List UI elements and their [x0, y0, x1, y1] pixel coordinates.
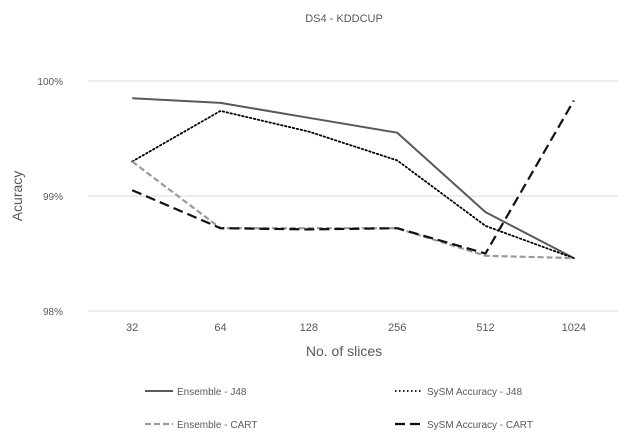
series-line — [132, 97, 575, 259]
x-tick-label: 64 — [214, 322, 226, 334]
legend-label: SySM Accuracy - J48 — [427, 387, 522, 398]
x-tick-labels: 32 64 128 256 512 1024 — [126, 322, 586, 334]
y-tick-labels: 98% 99% 100% — [37, 77, 63, 318]
x-tick-label: 128 — [300, 322, 318, 334]
chart-title: DS4 - KDDCUP — [305, 13, 383, 25]
x-axis-label: No. of slices — [306, 343, 382, 359]
y-tick-label: 98% — [43, 307, 63, 318]
series-line — [131, 110, 575, 260]
x-tick-label: 1024 — [562, 322, 586, 334]
series-line — [131, 100, 575, 255]
series-lines — [131, 97, 575, 260]
x-tick-label: 256 — [388, 322, 406, 334]
x-tick-label: 512 — [476, 322, 494, 334]
legend-label: SySM Accuracy - CART — [427, 420, 533, 431]
x-tick-label: 32 — [126, 322, 138, 334]
gridlines — [88, 80, 618, 312]
y-axis-label: Acuracy — [9, 171, 25, 222]
legend-label: Ensemble - CART — [177, 420, 257, 431]
y-tick-label: 100% — [37, 77, 63, 88]
legend: Ensemble - J48 SySM Accuracy - J48 Ensembl… — [145, 387, 533, 431]
y-tick-label: 99% — [43, 192, 63, 203]
legend-label: Ensemble - J48 — [177, 387, 247, 398]
series-line — [131, 160, 574, 260]
